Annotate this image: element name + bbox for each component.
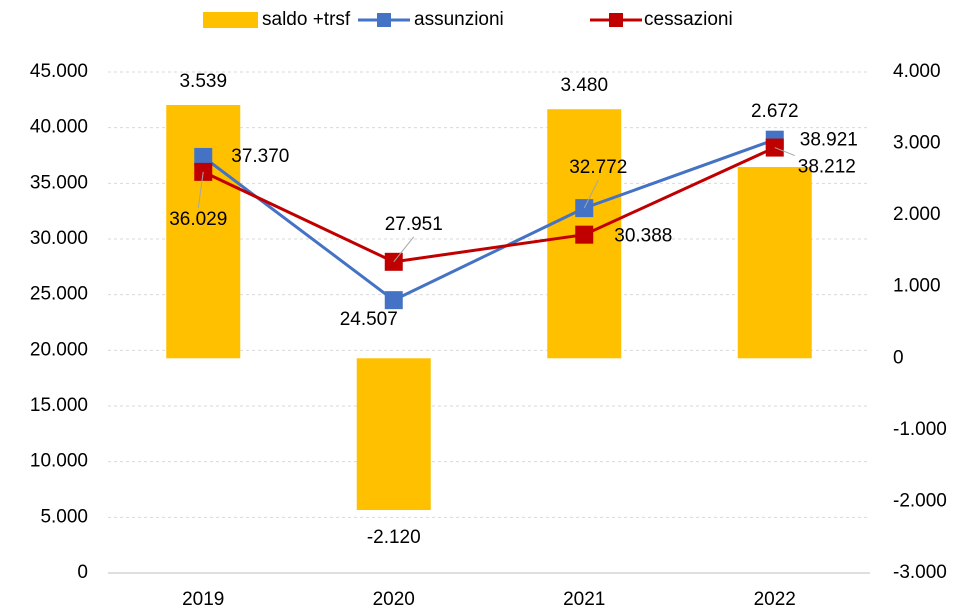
data-label: 24.507 <box>340 309 398 330</box>
y2-tick-label: 2.000 <box>893 204 941 225</box>
leader-line <box>393 236 415 263</box>
x-tick-label: 2019 <box>182 589 224 610</box>
y2-tick-label: 3.000 <box>893 133 941 154</box>
data-label: 30.388 <box>614 226 672 247</box>
legend-swatch <box>609 13 623 27</box>
data-label: 3.539 <box>179 71 227 92</box>
legend-swatch <box>377 13 391 27</box>
legend-label: assunzioni <box>414 9 504 30</box>
y-tick-label: 45.000 <box>30 61 88 82</box>
line <box>202 138 776 302</box>
y-tick-label: 35.000 <box>30 172 88 193</box>
marker <box>194 147 213 166</box>
leader-line <box>583 179 599 209</box>
y-tick-label: 0 <box>77 562 88 583</box>
line <box>202 146 776 264</box>
y2-tick-label: 4.000 <box>893 61 941 82</box>
data-label: 3.480 <box>560 75 608 96</box>
y-tick-label: 40.000 <box>30 117 88 138</box>
y-tick-label: 25.000 <box>30 284 88 305</box>
data-label: 38.212 <box>798 157 856 178</box>
y2-tick-label: -3.000 <box>893 562 947 583</box>
legend-swatch <box>203 12 258 28</box>
legend-label: cessazioni <box>644 9 733 30</box>
leader-line <box>197 171 204 208</box>
bar <box>356 358 431 511</box>
y2-tick-label: 0 <box>893 347 904 368</box>
marker <box>575 225 594 244</box>
x-tick-label: 2022 <box>754 589 796 610</box>
y2-tick-label: -2.000 <box>893 490 947 511</box>
y-tick-label: 20.000 <box>30 339 88 360</box>
y-tick-label: 5.000 <box>40 506 88 527</box>
data-label: 37.370 <box>231 146 289 167</box>
data-label: 38.921 <box>800 130 858 151</box>
data-label: 2.672 <box>751 101 799 122</box>
x-tick-label: 2020 <box>373 589 415 610</box>
data-label: -2.120 <box>367 527 421 548</box>
y2-tick-label: -1.000 <box>893 419 947 440</box>
data-label: 32.772 <box>569 157 627 178</box>
bar <box>166 104 241 359</box>
y-tick-label: 15.000 <box>30 395 88 416</box>
data-label: 27.951 <box>385 214 443 235</box>
data-label: 36.029 <box>169 209 227 230</box>
marker <box>384 291 403 310</box>
leader-line <box>774 147 795 157</box>
bar <box>737 167 812 359</box>
legend-label: saldo +trsf <box>262 9 351 30</box>
y2-tick-label: 1.000 <box>893 276 941 297</box>
y-tick-label: 10.000 <box>30 451 88 472</box>
y-tick-label: 30.000 <box>30 228 88 249</box>
x-tick-label: 2021 <box>563 589 605 610</box>
